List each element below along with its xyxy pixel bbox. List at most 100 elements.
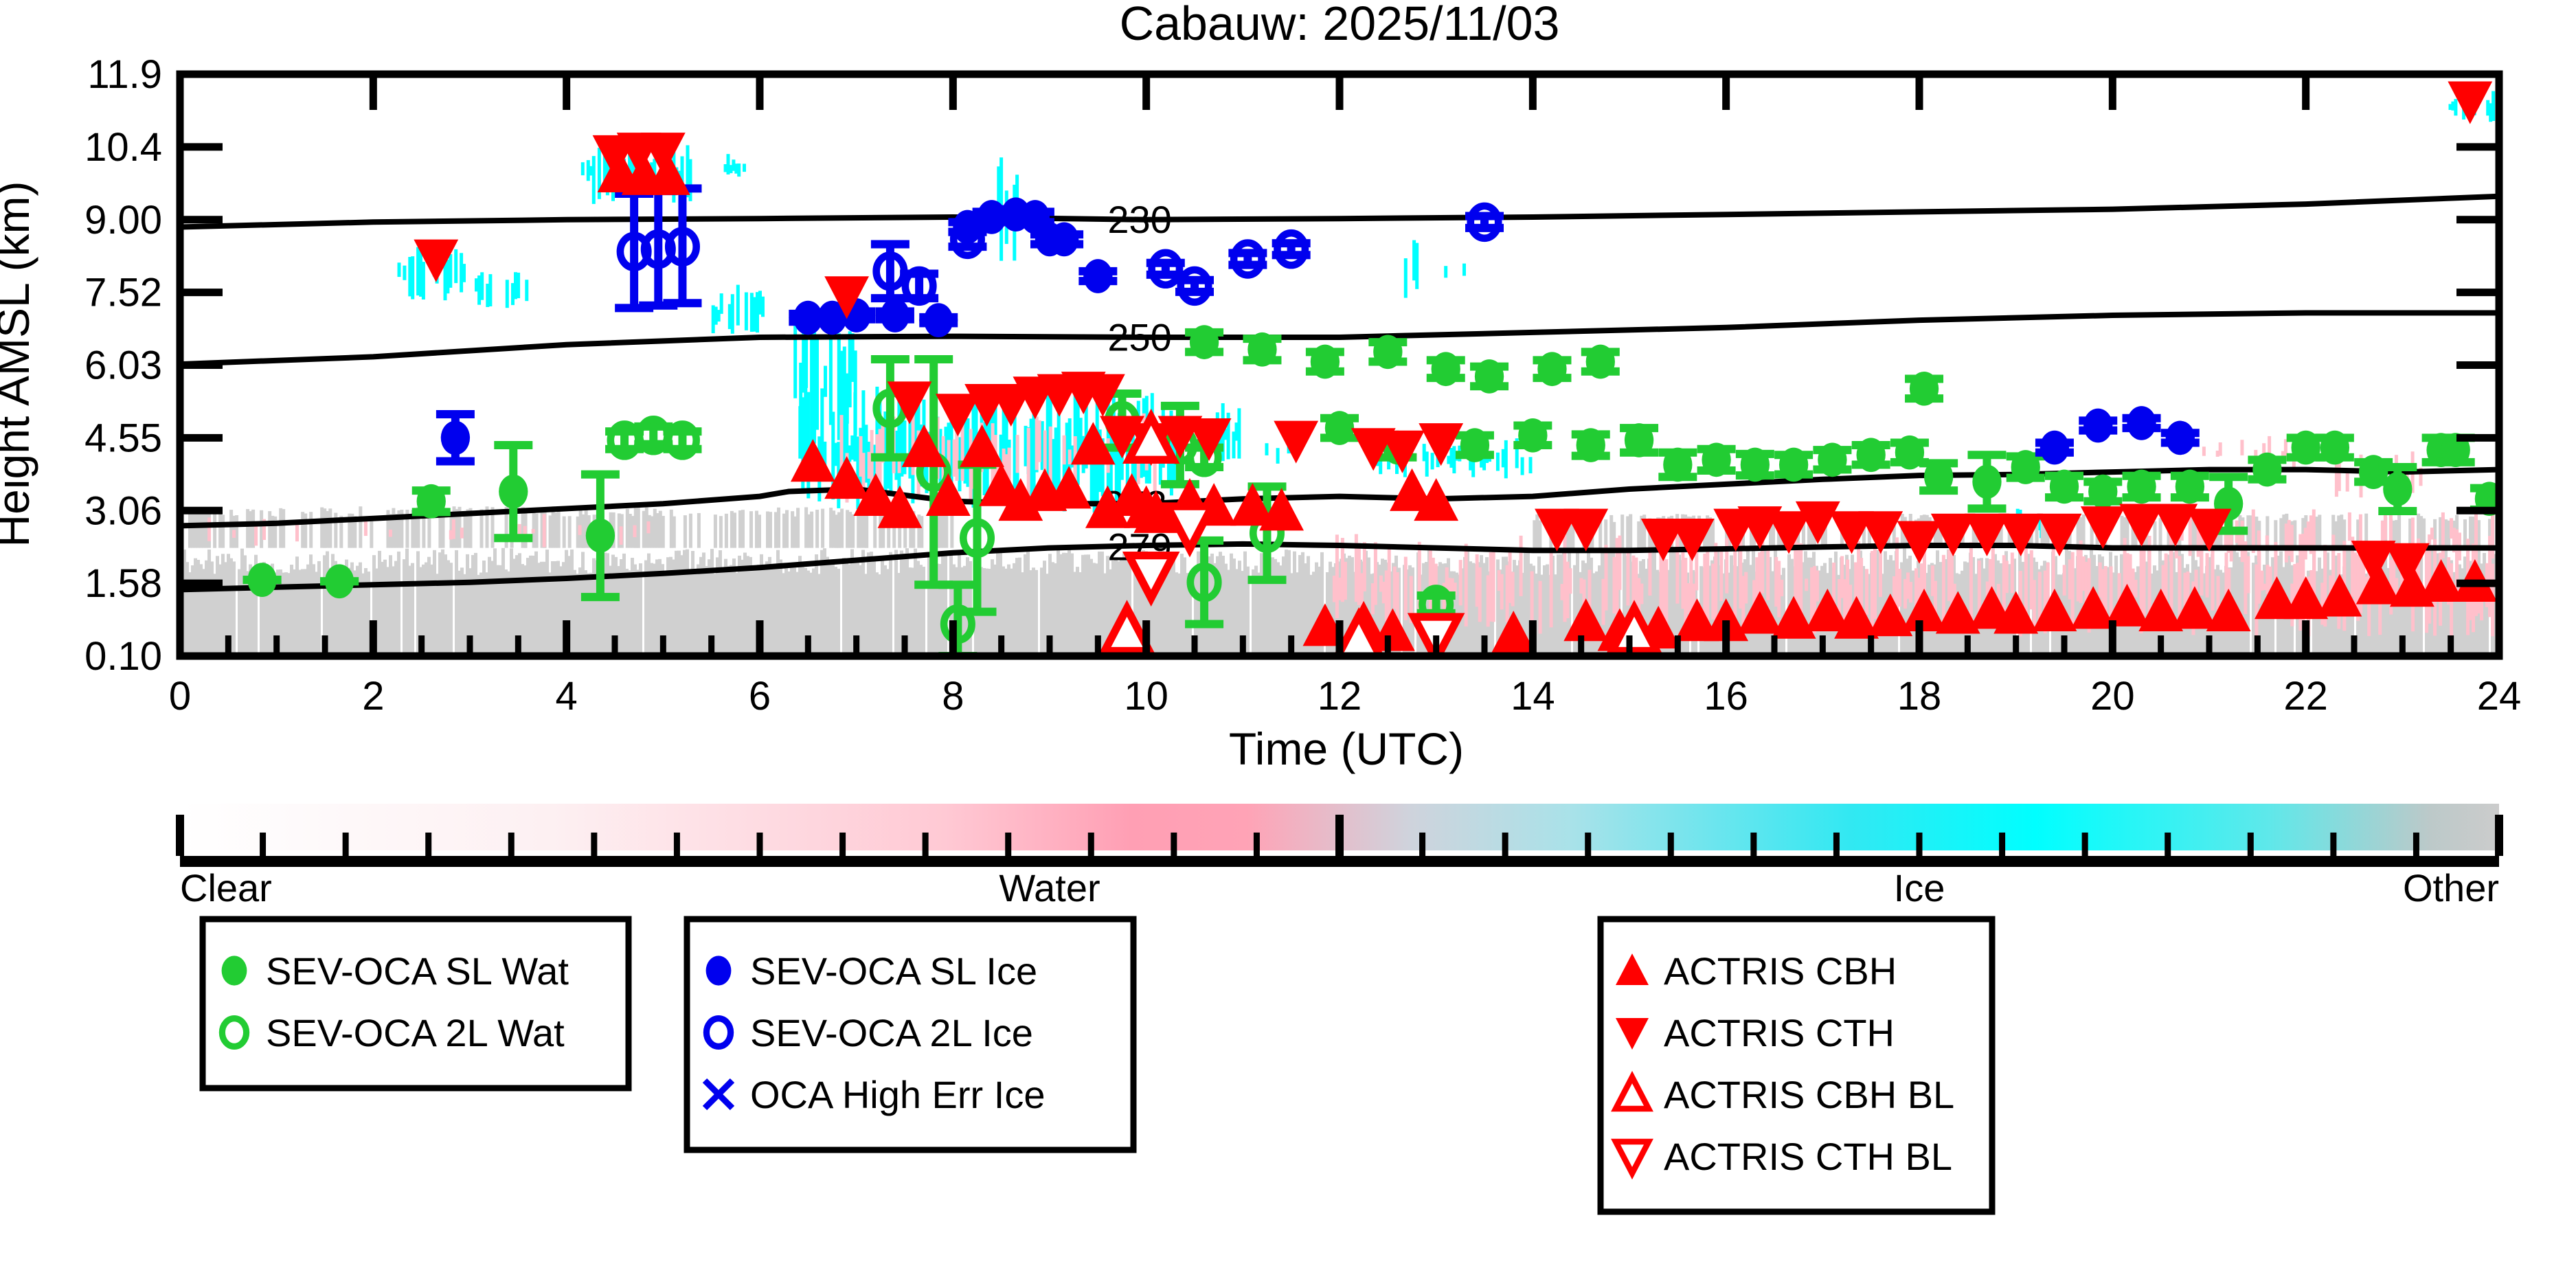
marker-filled-circle xyxy=(1909,371,1939,406)
marker-filled-circle xyxy=(924,303,953,337)
legend-item[interactable]: ACTRIS CBH xyxy=(1616,949,1897,993)
mask-column xyxy=(2026,554,2030,656)
mask-column xyxy=(867,451,871,479)
mask-column xyxy=(2145,561,2148,656)
mask-column xyxy=(1155,554,1159,656)
marker-filled-circle xyxy=(1740,447,1770,482)
mask-column xyxy=(218,564,222,656)
mask-column xyxy=(381,561,384,656)
mask-column xyxy=(787,571,791,656)
mask-column xyxy=(2266,516,2270,548)
marker-open-circle xyxy=(218,1015,250,1050)
mask-column xyxy=(719,516,723,548)
mask-column xyxy=(1351,557,1354,656)
legend-item[interactable]: SEV-OCA 2L Ice xyxy=(703,1011,1033,1054)
mask-column xyxy=(2486,100,2490,116)
mask-column xyxy=(1120,558,1123,656)
mask-column xyxy=(658,558,662,656)
mask-column xyxy=(1040,421,1044,471)
mask-column xyxy=(1378,564,1381,656)
mask-column xyxy=(801,397,805,491)
mask-column xyxy=(1067,548,1071,656)
mask-column xyxy=(1043,430,1047,494)
mask-column xyxy=(1524,550,1527,656)
mask-column xyxy=(1871,551,1874,630)
mask-column xyxy=(1637,578,1641,627)
mask-column xyxy=(1449,448,1454,468)
mask-column xyxy=(1628,552,1631,656)
mask-column xyxy=(1486,575,1490,627)
legend-item[interactable]: ACTRIS CTH xyxy=(1616,1011,1895,1054)
x-axis-title: Time (UTC) xyxy=(1229,723,1464,774)
mask-column xyxy=(716,310,721,322)
mask-column xyxy=(1007,564,1010,656)
mask-column xyxy=(454,249,458,284)
mask-column xyxy=(183,550,186,656)
legend-item[interactable]: SEV-OCA SL Ice xyxy=(705,949,1038,993)
mask-column xyxy=(1111,561,1115,656)
mask-column xyxy=(1648,547,1652,596)
legend-item[interactable]: SEV-OCA 2L Wat xyxy=(218,1011,565,1054)
mask-column xyxy=(1488,456,1491,462)
mask-column xyxy=(2218,442,2222,456)
mask-column xyxy=(229,558,233,656)
mask-column xyxy=(2004,551,2008,656)
mask-column xyxy=(2469,516,2472,548)
marker-filled-down xyxy=(1380,430,1425,473)
mask-column xyxy=(1462,263,1466,276)
mask-column xyxy=(1453,583,1457,596)
mask-column xyxy=(1213,563,1217,656)
mask-column xyxy=(2312,548,2316,602)
mask-column xyxy=(2263,583,2267,590)
mask-column xyxy=(2076,545,2080,602)
mask-column xyxy=(202,569,205,656)
mask-column xyxy=(1208,556,1211,656)
mask-column xyxy=(1546,564,1549,656)
mask-column xyxy=(466,509,470,548)
mask-column xyxy=(735,573,738,656)
mask-column xyxy=(1936,550,1939,656)
mask-column xyxy=(1353,572,1357,656)
marker-filled-circle xyxy=(1895,435,1925,470)
mask-column xyxy=(1966,562,1969,656)
mask-column xyxy=(554,561,557,656)
marker-filled-circle xyxy=(1585,344,1615,379)
mask-column xyxy=(254,523,258,546)
mask-column xyxy=(1221,556,1225,656)
mask-column xyxy=(2196,517,2200,557)
mask-column xyxy=(749,556,752,656)
mask-column xyxy=(2392,552,2396,605)
mask-column xyxy=(1409,576,1413,623)
mask-column xyxy=(2489,103,2493,122)
marker-filled-circle xyxy=(2083,408,2113,443)
mask-column xyxy=(268,511,272,548)
mask-column xyxy=(1609,548,1612,656)
mask-column xyxy=(304,513,308,548)
marker-filled-circle xyxy=(2011,450,2040,484)
mask-column xyxy=(1664,559,1669,635)
mask-column xyxy=(2240,440,2244,455)
mask-column xyxy=(719,293,723,314)
mask-column xyxy=(697,564,700,656)
mask-column xyxy=(848,331,852,407)
mask-column xyxy=(774,512,778,548)
legend-item[interactable]: ACTRIS CBH BL xyxy=(1611,1070,1954,1116)
mask-column xyxy=(642,510,646,548)
mask-column xyxy=(353,570,357,656)
legend-item[interactable]: OCA High Err Ice xyxy=(702,1073,1045,1116)
mask-column xyxy=(806,570,810,656)
mask-column xyxy=(1002,408,1006,483)
mask-column xyxy=(1354,534,1358,602)
mask-column xyxy=(1282,556,1285,656)
mask-column xyxy=(446,260,450,294)
mask-column xyxy=(2215,451,2219,457)
mask-column xyxy=(284,572,288,656)
mask-column xyxy=(2081,515,2086,548)
colorbar-baseline xyxy=(180,856,2499,867)
mask-column xyxy=(1309,574,1313,656)
mask-column xyxy=(559,566,563,656)
legend-item[interactable]: SEV-OCA SL Wat xyxy=(221,949,569,993)
marker-filled-up xyxy=(925,473,971,516)
legend-item[interactable]: ACTRIS CTH BL xyxy=(1611,1135,1952,1180)
marker-filled-up xyxy=(1259,488,1304,531)
